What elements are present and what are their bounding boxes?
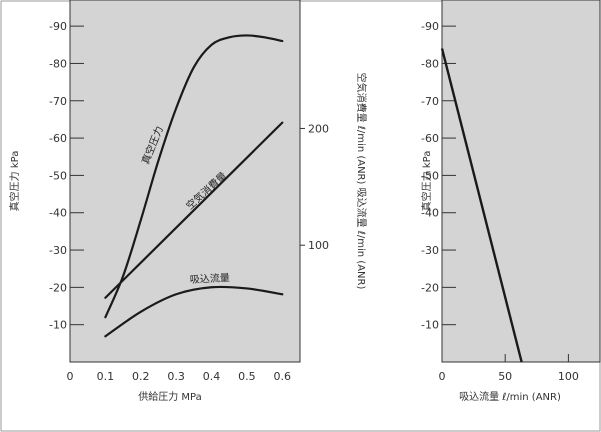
- right-y-tick-label: -40: [421, 207, 439, 220]
- left-x-axis-title: 供給圧力 MPa: [138, 390, 202, 403]
- left-y-tick-label: -70: [49, 95, 67, 108]
- secondary-y-tick-label: 200: [308, 122, 329, 135]
- right-x-tick-label: 50: [498, 370, 512, 383]
- series-label-suction-flow: 吸込流量: [189, 271, 230, 286]
- right-y-tick-label: -70: [421, 95, 439, 108]
- right-x-tick-label: 100: [558, 370, 579, 383]
- vacuum-pressure-line: [104, 34, 284, 319]
- right-y-tick-label: -90: [421, 20, 439, 33]
- right-y-tick-label: -50: [421, 169, 439, 182]
- left-y-tick-label: -50: [49, 169, 67, 182]
- left-x-tick-label: 0.1: [97, 370, 115, 383]
- right-x-axis-title: 吸込流量 ℓ/min (ANR): [459, 390, 561, 403]
- left-y-tick-label: -40: [49, 207, 67, 220]
- left-x-tick-label: 0: [67, 370, 74, 383]
- left-x-tick-label: 0.5: [238, 370, 256, 383]
- left-plot-area: [69, 0, 301, 363]
- left-x-tick-label: 0.2: [132, 370, 150, 383]
- left-y-axis-title: 真空圧力 kPa: [8, 151, 21, 212]
- air-consumption-line: [104, 121, 284, 299]
- left-x-tick-label: 0.6: [274, 370, 292, 383]
- right-y-tick-label: -30: [421, 244, 439, 257]
- left-y-tick-label: -80: [49, 57, 67, 70]
- left-y-tick-label: -10: [49, 319, 67, 332]
- left-y-tick-label: -30: [49, 244, 67, 257]
- right-y-tick-label: -20: [421, 281, 439, 294]
- right-y-tick-label: -60: [421, 132, 439, 145]
- right-y-tick-label: -10: [421, 319, 439, 332]
- right-secondary-axis-title: 空気消費量 ℓ/min (ANR) 吸込流量 ℓ/min (ANR): [355, 73, 368, 290]
- vacuum-vs-flow-line: [440, 48, 523, 363]
- left-x-tick-label: 0.4: [203, 370, 221, 383]
- right-plot-area: [441, 0, 601, 363]
- left-x-tick-label: 0.3: [167, 370, 185, 383]
- right-y-tick-label: -80: [421, 57, 439, 70]
- left-y-tick-label: -60: [49, 132, 67, 145]
- left-chart-series: [104, 34, 284, 338]
- right-x-tick-label: 0: [439, 370, 446, 383]
- right-chart-series: [440, 48, 523, 363]
- right-y-axis-title: 真空圧力 kPa: [420, 151, 433, 212]
- left-y-tick-label: -90: [49, 20, 67, 33]
- suction-flow-line: [104, 285, 284, 338]
- left-y-tick-label: -20: [49, 281, 67, 294]
- left-chart-axes: -10 -20 -30 -40 -50 -60 -70 -80 -90 0 0.1 0.2 0.3 0.4…: [49, 20, 329, 383]
- right-chart-axes: -10 -20 -30 -40 -50 -60 -70 -80 -90 0 50 100: [421, 20, 579, 383]
- secondary-y-tick-label: 100: [308, 239, 329, 252]
